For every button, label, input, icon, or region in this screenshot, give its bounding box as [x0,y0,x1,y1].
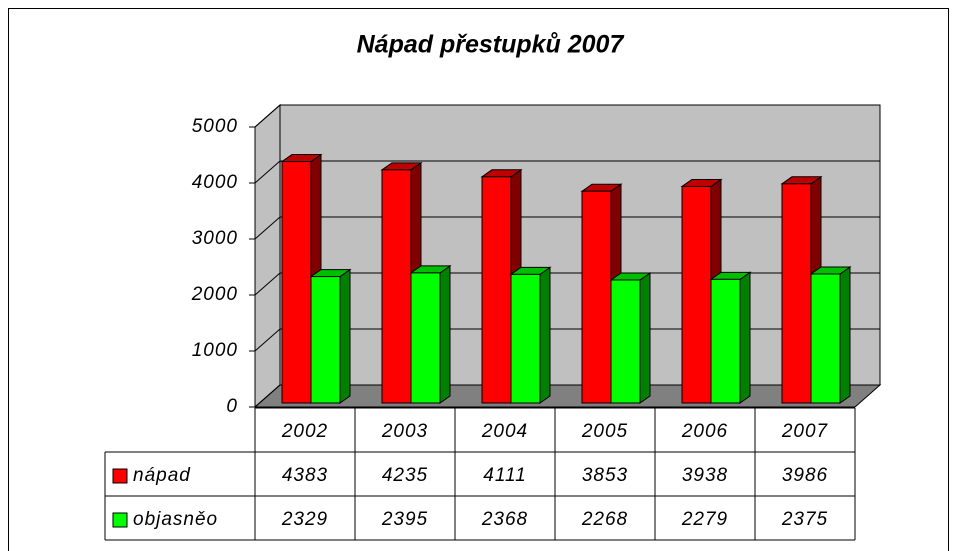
legend-label: nápad [133,465,191,486]
table-value: 3986 [782,465,828,486]
bar-side [339,268,351,404]
bar-side [639,272,651,404]
y-tick-label: 2000 [191,284,238,305]
table-value: 3938 [682,465,728,486]
bar [710,278,741,404]
y-tick-label: 5000 [192,116,238,137]
x-tick-label: 2003 [381,421,428,442]
x-tick-label: 2002 [281,421,328,442]
grid-line [254,104,880,128]
legend-label: objasněo [133,509,218,530]
grid-line [254,272,880,296]
bar [381,169,412,404]
table-value: 2368 [481,509,528,530]
bar-side [839,266,851,404]
bar [781,183,812,404]
x-tick-label: 2005 [581,421,628,442]
x-tick-label: 2007 [781,421,829,442]
grid-line [254,216,880,240]
legend-swatch [112,468,128,484]
table-value: 4111 [483,465,526,486]
bar-side [439,264,451,404]
table-value: 2375 [781,509,828,530]
bar [281,161,312,404]
grid-line [254,328,880,352]
grid-line [254,384,880,408]
x-tick-label: 2004 [481,421,528,442]
bar [410,272,441,404]
table-value: 2395 [381,509,428,530]
x-tick-label: 2006 [681,421,728,442]
chart-title: Nápad přestupků 2007 [357,31,625,59]
table-value: 2329 [281,509,328,530]
bar-side [739,271,751,404]
bar [681,185,712,404]
grid-line [254,160,880,184]
bar [481,176,512,404]
y-tick-label: 0 [226,396,238,417]
y-tick-label: 3000 [192,228,238,249]
y-tick-label: 1000 [192,340,238,361]
table-value: 4383 [282,465,328,486]
bar [810,273,841,404]
table-value: 4235 [382,465,428,486]
bar [581,190,612,404]
bar-side [539,266,551,404]
bar [510,273,541,404]
table-value: 2279 [681,509,728,530]
side-wall [254,103,281,409]
table-value: 2268 [581,509,628,530]
table-value: 3853 [582,465,628,486]
y-tick-label: 4000 [192,172,238,193]
chart-border [8,8,949,551]
bar [310,276,341,404]
bar [610,279,641,404]
legend-swatch [112,512,128,528]
